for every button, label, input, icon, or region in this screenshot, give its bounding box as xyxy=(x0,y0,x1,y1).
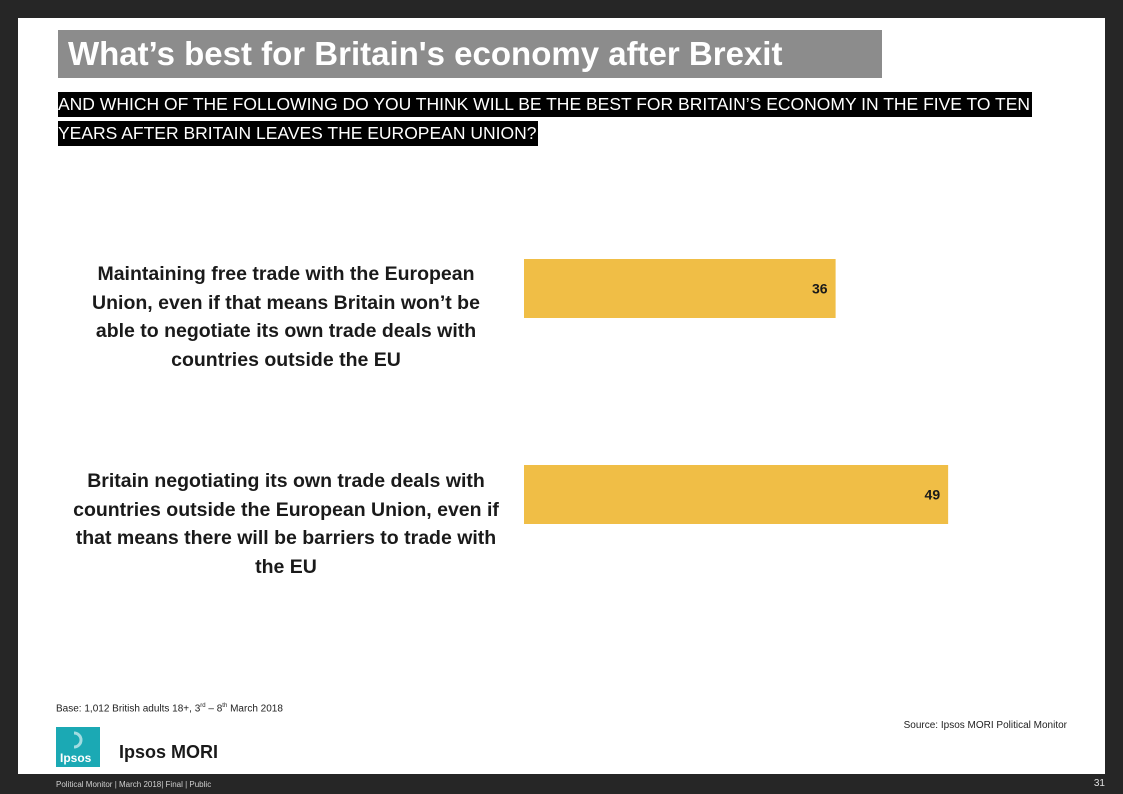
ipsos-logo-icon: Ipsos xyxy=(56,727,100,767)
slide-title: What’s best for Britain's economy after … xyxy=(58,30,882,78)
category-label-2: Britain negotiating its own trade deals … xyxy=(73,470,499,578)
base-note-sup-th: th xyxy=(222,703,228,709)
bar-2 xyxy=(524,465,949,524)
base-note-sup-rd: rd xyxy=(200,703,206,709)
logo-text: Ipsos xyxy=(60,751,92,765)
brand-name: Ipsos MORI xyxy=(119,742,219,762)
bar-1 xyxy=(524,259,836,318)
base-note: Base: 1,012 British adults 18+, 3rd – 8t… xyxy=(56,703,283,714)
bar-value-label-1: 36 xyxy=(812,281,828,297)
footer-text: Political Monitor | March 2018| Final | … xyxy=(56,780,212,789)
category-label-1: Maintaining free trade with the European… xyxy=(92,263,480,371)
question-text: AND WHICH OF THE FOLLOWING DO YOU THINK … xyxy=(58,90,1088,148)
bar-value-label-2: 49 xyxy=(925,487,941,503)
base-note-text: Base: 1,012 British adults 18+, 3 xyxy=(56,703,201,715)
base-note-range: – 8 xyxy=(205,703,223,715)
base-note-date: March 2018 xyxy=(227,703,283,715)
page-number: 31 xyxy=(1093,778,1105,789)
source-note: Source: Ipsos MORI Political Monitor xyxy=(903,720,1067,731)
